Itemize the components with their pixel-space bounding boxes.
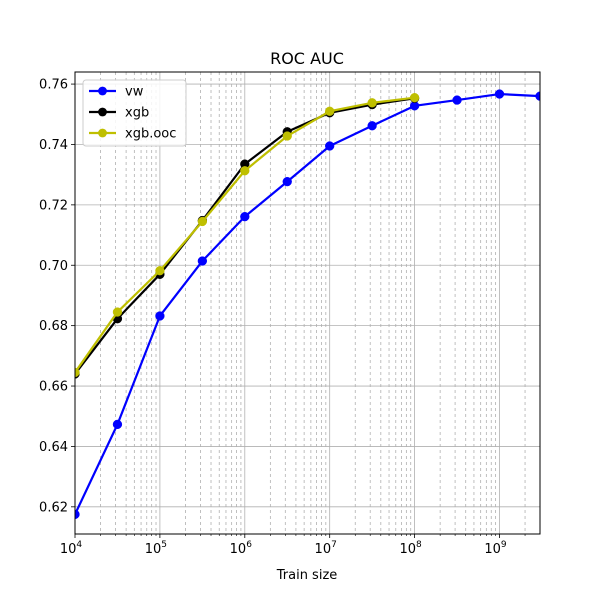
y-tick-label: 0.62 bbox=[39, 500, 68, 515]
data-point-vw bbox=[240, 211, 250, 222]
series-line-vw bbox=[75, 92, 540, 515]
y-tick-label: 0.64 bbox=[39, 440, 68, 455]
y-tick-label: 0.68 bbox=[39, 319, 68, 334]
data-point-vw bbox=[155, 311, 165, 321]
data-point-xgb-ooc bbox=[112, 307, 123, 317]
legend-label-vw: vw bbox=[125, 85, 144, 100]
y-tick-label: 0.72 bbox=[39, 198, 68, 213]
data-point-xgb-ooc bbox=[409, 93, 420, 103]
series-group bbox=[75, 89, 540, 520]
y-tick-label: 0.74 bbox=[39, 138, 68, 153]
data-point-vw bbox=[494, 89, 505, 99]
data-point-vw bbox=[197, 256, 207, 266]
y-tick-label: 0.70 bbox=[39, 259, 68, 274]
data-point-xgb-ooc bbox=[282, 131, 292, 141]
legend-marker-xgb-ooc bbox=[98, 128, 107, 138]
data-point-vw bbox=[452, 95, 462, 105]
legend-label-xgb: xgb bbox=[125, 106, 149, 121]
data-point-xgb-ooc bbox=[325, 106, 335, 116]
legend-marker-xgb bbox=[98, 107, 107, 117]
y-tick-label: 0.66 bbox=[39, 380, 68, 395]
data-point-xgb-ooc bbox=[75, 367, 80, 378]
data-point-vw bbox=[325, 141, 335, 151]
data-series bbox=[75, 89, 540, 520]
legend-label-xgb-ooc: xgb.ooc bbox=[125, 127, 176, 142]
chart-title: ROC AUC bbox=[270, 49, 344, 68]
x-tick-label: 105 bbox=[145, 540, 167, 557]
legend-box bbox=[82, 79, 187, 147]
legend-marker-vw bbox=[98, 86, 107, 96]
data-point-vw bbox=[367, 121, 377, 131]
x-tick-label: 104 bbox=[60, 540, 83, 557]
data-point-xgb-ooc bbox=[197, 216, 207, 227]
y-tick-label: 0.76 bbox=[39, 78, 68, 93]
x-axis-title: Train size bbox=[276, 568, 338, 583]
axis-ticks: 104 105 106 107 108 109 0.62 0.64 0.66 0.68 0.70 0.… bbox=[39, 78, 526, 557]
data-point-vw bbox=[75, 509, 80, 520]
data-point-xgb-ooc bbox=[367, 98, 377, 108]
grid-lines bbox=[74, 72, 540, 534]
data-point-xgb-ooc bbox=[240, 166, 250, 176]
x-tick-label: 107 bbox=[315, 540, 337, 557]
data-point-vw bbox=[112, 419, 123, 430]
plot-frame bbox=[74, 71, 541, 535]
data-point-xgb-ooc bbox=[155, 266, 165, 276]
x-tick-label: 109 bbox=[484, 540, 507, 557]
data-point-vw bbox=[282, 176, 292, 187]
x-tick-label: 106 bbox=[230, 540, 253, 557]
legend: vw xgb xgb.ooc bbox=[82, 79, 187, 147]
x-tick-label: 108 bbox=[399, 540, 422, 557]
